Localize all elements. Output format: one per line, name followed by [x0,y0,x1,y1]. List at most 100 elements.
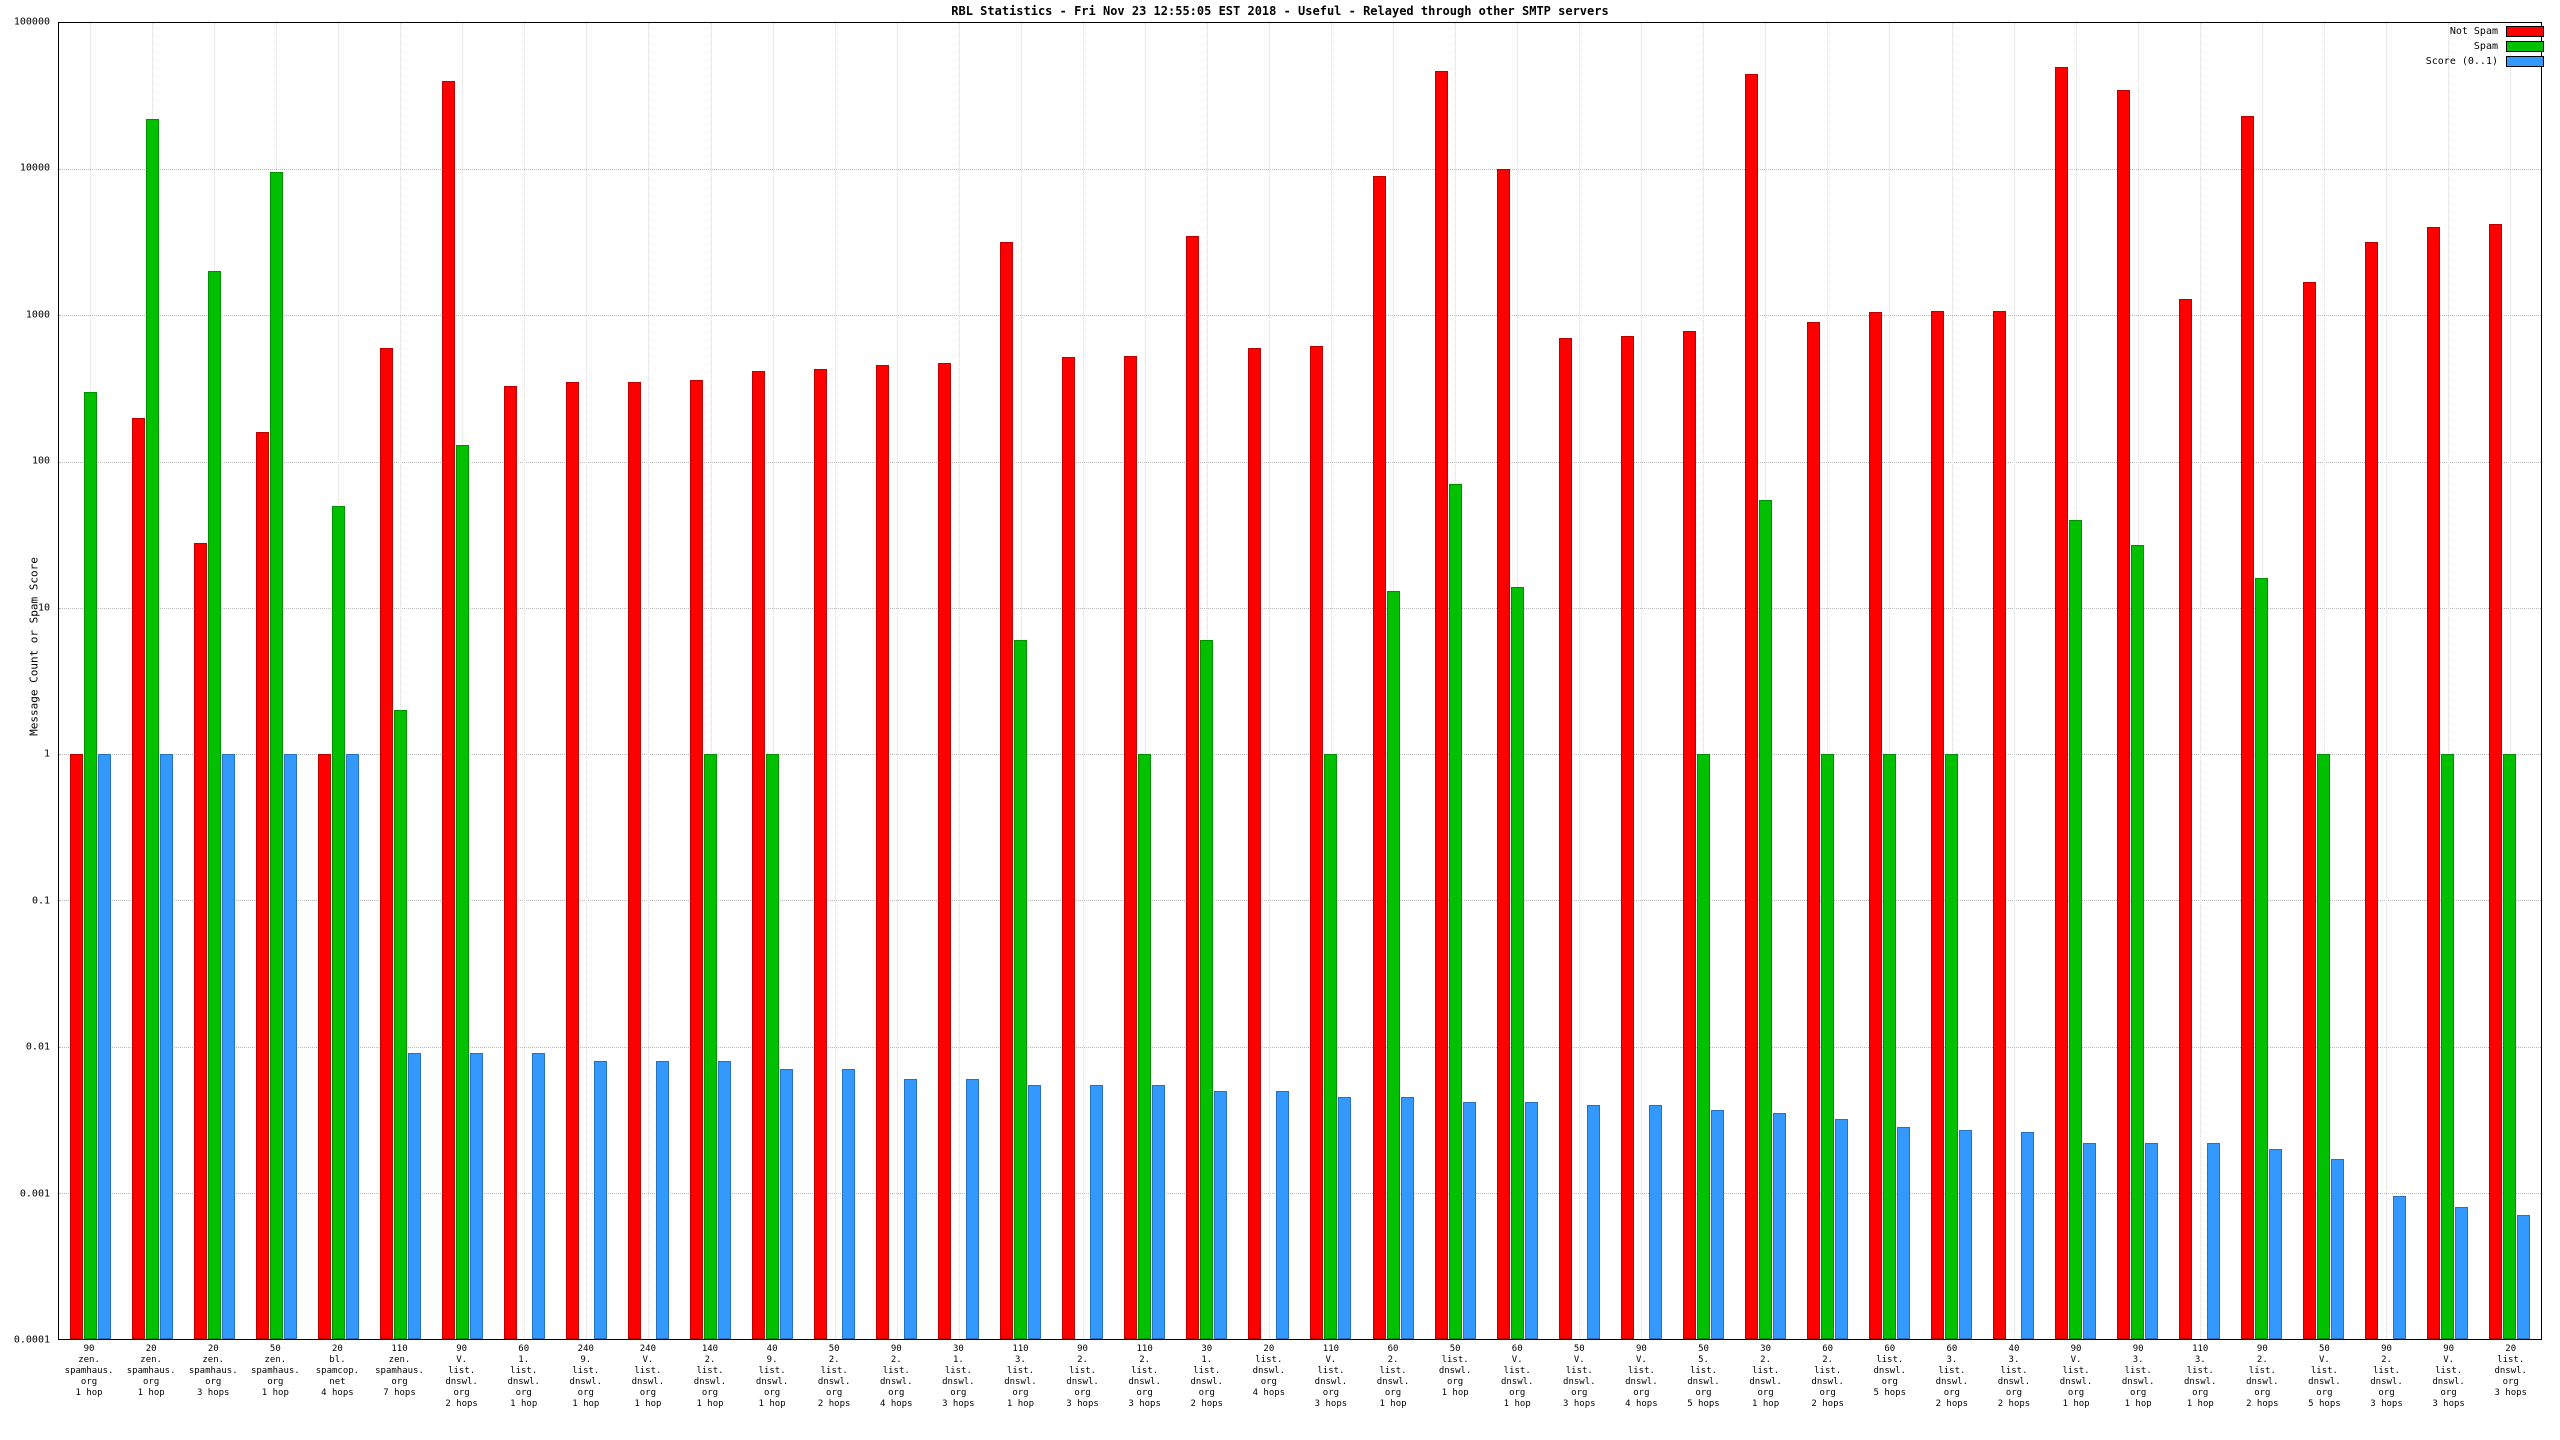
grid-line-y [59,315,2541,317]
bar-not-spam [1682,331,1696,1339]
bar-group [2107,23,2169,1339]
grid-line-x [2509,23,2511,1339]
bar-spam [2317,754,2331,1339]
x-tick-label: 60 2. list. dnswl. org 1 hop [1376,1344,1410,1409]
y-tick-label: 0.01 [25,1041,50,1053]
bar-group [928,23,990,1339]
legend-label: Spam [2473,41,2498,52]
bar-spam [331,505,345,1339]
bar-not-spam [2489,224,2503,1339]
x-tick-label: 20 list. dnswl. org 3 hops [2494,1344,2527,1398]
bar-score [966,1079,980,1339]
bar-not-spam [876,364,890,1339]
x-tick-label: 50 V. list. dnswl. org 5 hops [2308,1344,2341,1409]
y-tick-label: 1000 [25,309,50,321]
grid-line-x [2447,23,2449,1339]
x-tick-label: 110 3. list. dnswl. org 1 hop [1004,1344,1037,1409]
bar-spam [1696,754,1710,1339]
bar-score [531,1053,545,1339]
bar-score [1524,1101,1538,1339]
bar-group [866,23,928,1339]
bar-spam [393,710,407,1339]
bar-spam [1820,754,1834,1339]
bar-score [2145,1142,2159,1339]
bar-group [493,23,555,1339]
x-tick-label: 90 V. list. dnswl. org 3 hops [2432,1344,2465,1409]
legend-swatch [2506,56,2544,67]
bar-score [1028,1084,1042,1339]
bar-score [1648,1104,1662,1339]
bar-group [2169,23,2231,1339]
bar-score [2269,1148,2283,1339]
bar-group [307,23,369,1339]
bar-score [2455,1206,2469,1339]
grid-line-x [2385,23,2387,1339]
x-tick-label: 50 5. list. dnswl. org 5 hops [1687,1344,1720,1409]
bar-spam [1882,754,1896,1339]
x-tick-label: 20 zen. spamhaus. org 3 hops [188,1344,238,1398]
grid-line-y [59,607,2541,609]
grid-line-y [59,754,2541,756]
bar-not-spam [131,417,145,1339]
bar-score [1338,1097,1352,1339]
chart-title: RBL Statistics - Fri Nov 23 12:55:05 EST… [951,4,1609,18]
bar-score [842,1069,856,1339]
bar-not-spam [503,385,517,1339]
bar-score [1462,1101,1476,1339]
bar-not-spam [1806,322,1820,1339]
bar-group [1052,23,1114,1339]
plot-area [58,22,2542,1340]
bar-not-spam [1434,70,1448,1339]
x-tick-label: 60 V. list. dnswl. org 1 hop [1500,1344,1534,1409]
bar-group [742,23,804,1339]
x-tick-label: 110 zen. spamhaus. org 7 hops [375,1344,424,1398]
bar-not-spam [1372,175,1386,1339]
bar-spam [1448,484,1462,1339]
bar-not-spam [2055,67,2069,1339]
bar-spam [455,445,469,1339]
bar-group [2231,23,2293,1339]
y-tick-label: 100 [31,455,50,467]
bar-not-spam [689,380,703,1339]
bar-not-spam [2241,116,2255,1339]
bar-not-spam [565,382,579,1339]
bar-score [1772,1113,1786,1339]
bar-spam [83,391,97,1339]
bar-group [2417,23,2479,1339]
bar-group [1734,23,1796,1339]
x-tick-label: 60 list. dnswl. org 5 hops [1873,1344,1907,1398]
grid-line-x [586,23,588,1339]
grid-line-x [1331,23,1333,1339]
grid-line-x [896,23,898,1339]
bar-not-spam [1248,347,1262,1339]
bar-not-spam [1930,310,1944,1339]
bar-score [1400,1097,1414,1339]
grid-line-x [1951,23,1953,1339]
y-tick-label: 0.0001 [13,1334,50,1346]
bar-spam [1386,591,1400,1339]
x-tick-label: 110 3. list. dnswl. org 1 hop [2183,1344,2217,1409]
bar-score [2207,1142,2221,1339]
bar-not-spam [2303,281,2317,1339]
bar-group [1796,23,1858,1339]
x-tick-label: 90 2. list. dnswl. org 4 hops [880,1344,913,1409]
x-tick-label: 40 3. list. dnswl. org 2 hops [1997,1344,2031,1409]
bar-score [1958,1129,1972,1339]
x-tick-label: 140 2. list. dnswl. org 1 hop [693,1344,727,1409]
bar-not-spam [69,754,83,1339]
bar-score [97,754,111,1339]
x-tick-label: 30 1. list. dnswl. org 2 hops [1190,1344,1223,1409]
bar-spam [1138,754,1152,1339]
bar-not-spam [1186,235,1200,1339]
bar-score [717,1060,731,1339]
x-tick-label: 90 V. list. dnswl. org 1 hop [2059,1344,2093,1409]
legend-row: Not Spam [2450,26,2544,37]
x-tick-label: 60 1. list. dnswl. org 1 hop [507,1344,540,1409]
x-tick-label: 50 list. dnswl. org 1 hop [1438,1344,1472,1398]
bar-group [1176,23,1238,1339]
bar-group [1238,23,1300,1339]
bar-group [369,23,431,1339]
bar-group [1672,23,1734,1339]
x-tick-label: 90 V. list. dnswl. org 2 hops [445,1344,478,1409]
